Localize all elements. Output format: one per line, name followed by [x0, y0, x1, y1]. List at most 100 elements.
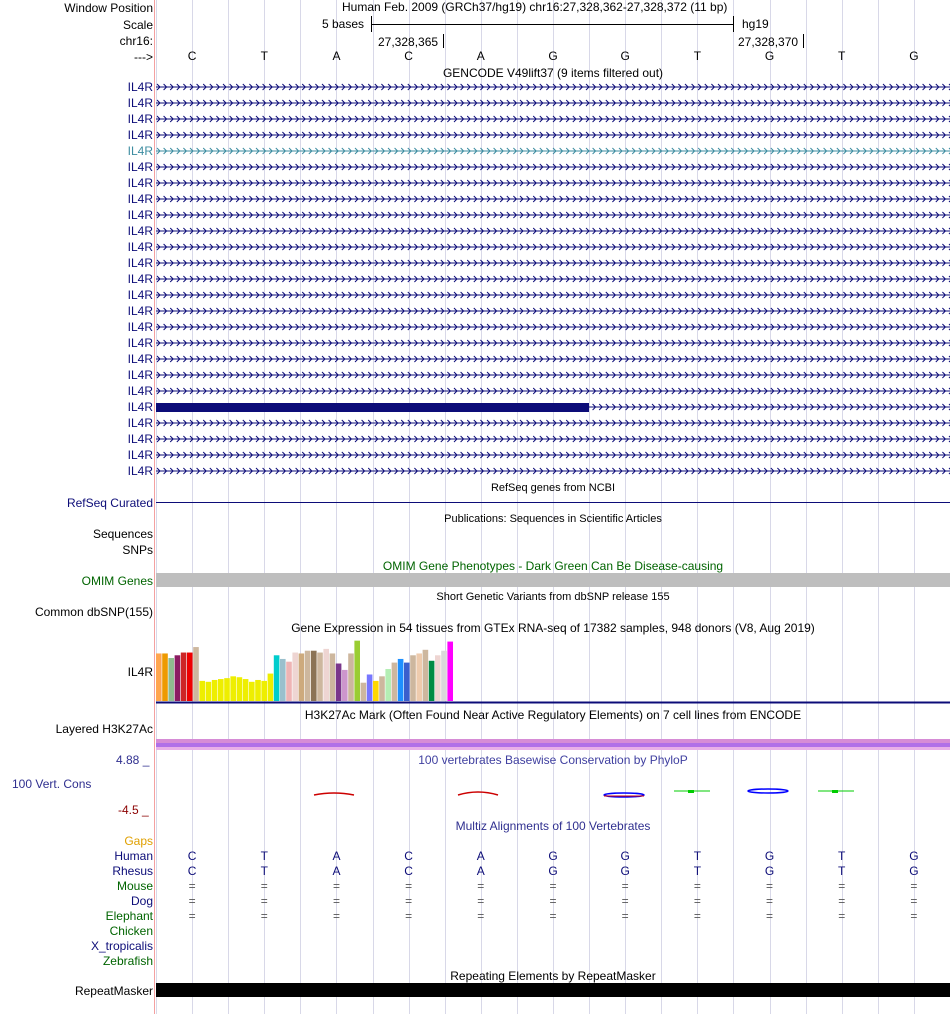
gencode-transcript[interactable]	[156, 451, 950, 461]
gencode-transcript[interactable]	[156, 419, 950, 429]
gtex-bar[interactable]	[441, 650, 447, 701]
gencode-transcript[interactable]	[156, 275, 950, 285]
cons-track-title[interactable]: 100 vertebrates Basewise Conservation by…	[418, 753, 688, 767]
gtex-bar[interactable]	[348, 653, 354, 701]
gtex-bar[interactable]	[428, 660, 435, 701]
gtex-expression-chart[interactable]	[156, 636, 950, 704]
repeatmasker-track-title[interactable]: Repeating Elements by RepeatMasker	[450, 969, 656, 983]
gencode-gene-label[interactable]: IL4R	[127, 320, 153, 334]
omim-label[interactable]: OMIM Genes	[81, 574, 153, 588]
gtex-bar[interactable]	[447, 641, 453, 701]
gencode-transcript[interactable]	[156, 147, 950, 157]
gencode-gene-label[interactable]: IL4R	[127, 272, 153, 286]
h3k27ac-label[interactable]: Layered H3K27Ac	[55, 722, 153, 736]
gencode-gene-label[interactable]: IL4R	[127, 368, 153, 382]
gtex-bar[interactable]	[180, 652, 187, 701]
omim-track-title[interactable]: OMIM Gene Phenotypes - Dark Green Can Be…	[382, 559, 724, 573]
gencode-gene-label[interactable]: IL4R	[127, 336, 153, 350]
gencode-gene-label[interactable]: IL4R	[127, 400, 153, 414]
base[interactable]: C	[404, 49, 413, 63]
gencode-gene-label[interactable]: IL4R	[127, 384, 153, 398]
repeatmasker-bar[interactable]	[156, 983, 950, 997]
gencode-gene-label[interactable]: IL4R	[127, 80, 153, 94]
gtex-bar[interactable]	[236, 677, 243, 701]
gencode-transcript[interactable]	[156, 387, 950, 397]
gtex-bar[interactable]	[242, 679, 249, 701]
gencode-gene-label[interactable]: IL4R	[127, 288, 153, 302]
gtex-bar[interactable]	[280, 658, 286, 701]
gtex-bar[interactable]	[261, 680, 267, 701]
gencode-transcript[interactable]	[156, 211, 950, 221]
gtex-bar[interactable]	[273, 655, 280, 701]
dbsnp-track-title[interactable]: Short Genetic Variants from dbSNP releas…	[436, 591, 670, 603]
gencode-gene-label[interactable]: IL4R	[127, 144, 153, 158]
gtex-bar[interactable]	[156, 653, 162, 701]
gencode-gene-label[interactable]: IL4R	[127, 304, 153, 318]
gencode-gene-label[interactable]: IL4R	[127, 176, 153, 190]
multiz-track-title[interactable]: Multiz Alignments of 100 Vertebrates	[455, 819, 651, 833]
gencode-transcript[interactable]	[156, 339, 950, 349]
base[interactable]: T	[838, 49, 846, 63]
gtex-label[interactable]: IL4R	[127, 665, 153, 679]
gtex-bar[interactable]	[397, 658, 404, 701]
omim-gene-bar[interactable]	[156, 573, 950, 587]
gtex-bar[interactable]	[404, 662, 410, 701]
base[interactable]: G	[764, 49, 775, 63]
gtex-bar[interactable]	[174, 655, 181, 701]
h3k27ac-signal-band-3[interactable]	[156, 747, 950, 750]
multiz-species-label[interactable]: X_tropicalis	[90, 939, 153, 953]
base[interactable]: C	[187, 49, 197, 63]
gtex-bar[interactable]	[311, 650, 317, 701]
gtex-bar[interactable]	[335, 663, 342, 701]
publications-track-title[interactable]: Publications: Sequences in Scientific Ar…	[444, 513, 662, 525]
gtex-bar[interactable]	[360, 682, 367, 701]
gtex-bar[interactable]	[199, 680, 205, 701]
gencode-transcript[interactable]	[156, 99, 950, 109]
gtex-bar[interactable]	[292, 652, 298, 701]
multiz-species-label[interactable]: Chicken	[109, 924, 153, 938]
gencode-gene-label[interactable]: IL4R	[127, 128, 153, 142]
gencode-transcript[interactable]	[156, 259, 950, 269]
gencode-transcript[interactable]	[156, 179, 950, 189]
gencode-transcript[interactable]	[156, 83, 950, 93]
base[interactable]: A	[332, 49, 341, 63]
gencode-gene-label[interactable]: IL4R	[127, 192, 153, 206]
gencode-gene-label[interactable]: IL4R	[127, 96, 153, 110]
gtex-bar[interactable]	[298, 653, 305, 701]
gtex-bar[interactable]	[187, 652, 193, 701]
gtex-bar[interactable]	[435, 655, 441, 701]
gencode-gene-label[interactable]: IL4R	[127, 432, 153, 446]
gtex-bar[interactable]	[391, 662, 398, 701]
label-gutter-divider[interactable]	[154, 0, 155, 1014]
multiz-species-label[interactable]: Zebrafish	[102, 954, 153, 968]
assembly-position-text[interactable]: Human Feb. 2009 (GRCh37/hg19) chr16:27,3…	[342, 0, 728, 14]
base[interactable]: G	[909, 49, 919, 63]
gencode-transcript[interactable]	[156, 323, 950, 333]
gtex-bar[interactable]	[168, 658, 174, 701]
gencode-transcript[interactable]	[156, 227, 950, 237]
gencode-gene-label[interactable]: IL4R	[127, 416, 153, 430]
h3k27ac-signal-band-2[interactable]	[156, 743, 950, 747]
multiz-species-label[interactable]: Rhesus	[112, 864, 153, 878]
gencode-track-title[interactable]: GENCODE V49lift37 (9 items filtered out)	[442, 66, 664, 80]
track-area[interactable]	[156, 0, 950, 1014]
publications-label[interactable]: Sequences	[92, 527, 153, 541]
multiz-species-label[interactable]: Elephant	[105, 909, 153, 923]
gtex-bar[interactable]	[162, 653, 168, 701]
gtex-bar[interactable]	[354, 640, 360, 701]
gtex-track-title[interactable]: Gene Expression in 54 tissues from GTEx …	[291, 621, 815, 635]
gtex-bar[interactable]	[218, 679, 224, 701]
h3k27ac-track-title[interactable]: H3K27Ac Mark (Often Found Near Active Re…	[304, 708, 802, 722]
refseq-label[interactable]: RefSeq Curated	[66, 496, 153, 510]
gencode-transcript[interactable]	[156, 403, 950, 413]
gencode-transcript[interactable]	[156, 115, 950, 125]
dbsnp-label[interactable]: Common dbSNP(155)	[34, 605, 153, 619]
gencode-gene-label[interactable]: IL4R	[127, 224, 153, 238]
base[interactable]: T	[693, 49, 702, 63]
gencode-gene-label[interactable]: IL4R	[127, 352, 153, 366]
gtex-bar[interactable]	[373, 680, 379, 701]
cons-label[interactable]: 100 Vert. Cons	[12, 777, 92, 791]
gtex-bar[interactable]	[329, 653, 336, 701]
cons-signal[interactable]	[156, 782, 950, 804]
refseq-track-title[interactable]: RefSeq genes from NCBI	[490, 482, 616, 494]
